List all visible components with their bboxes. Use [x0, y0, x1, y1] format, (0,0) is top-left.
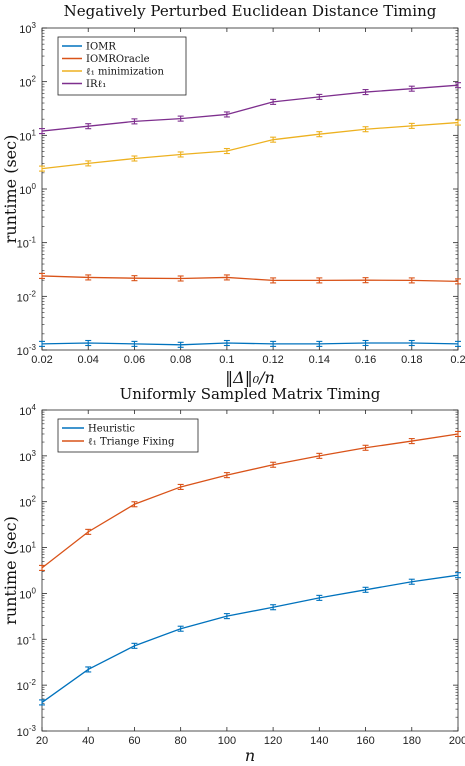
legend-label: IOMR [86, 42, 116, 53]
x-tick-label: 0.06 [124, 354, 145, 366]
chart-panel-1: Negatively Perturbed Euclidean Distance … [1, 2, 465, 387]
series-2 [39, 430, 461, 571]
y-tick-label: 10-2 [17, 678, 37, 693]
y-tick-label: 10-1 [17, 236, 37, 251]
chart-panel-2: Uniformly Sampled Matrix Timing runtime (… [1, 385, 465, 765]
series-line [41, 433, 459, 569]
x-tick-label: 0.04 [78, 354, 99, 366]
series-4 [39, 82, 461, 135]
x-tick-label: 0.2 [450, 354, 465, 366]
legend: Heuristic ℓ₁ Triange Fixing [57, 418, 199, 453]
series-line [41, 342, 459, 346]
y-tick-label: 10-1 [17, 632, 37, 647]
x-tick-label: 200 [449, 735, 465, 747]
plot-frame [41, 409, 459, 732]
x-tick-label: 160 [356, 735, 374, 747]
x-tick-label: 0.1 [219, 354, 234, 366]
chart-title: Uniformly Sampled Matrix Timing [120, 385, 381, 403]
series-2 [39, 272, 461, 285]
y-tick-label: 100 [19, 586, 36, 601]
legend-label: IOMROracle [86, 54, 150, 65]
y-tick-label: 10-3 [17, 343, 37, 358]
legend-label: ℓ₁ Triange Fixing [88, 437, 175, 448]
y-tick-label: 104 [19, 403, 36, 418]
y-tick-label: 103 [19, 449, 36, 464]
x-tick-label: 0.14 [309, 354, 330, 366]
legend-label: ℓ₁ minimization [86, 67, 164, 78]
y-tick-label: 102 [19, 75, 36, 90]
x-axis-label: ‖Δ‖₀/n [225, 368, 275, 387]
legend-box [57, 418, 199, 453]
y-tick-label: 101 [19, 128, 36, 143]
y-tick-label: 103 [19, 21, 36, 36]
x-tick-label: 0.08 [170, 354, 191, 366]
y-tick-label: 102 [19, 495, 36, 510]
x-tick-label: 100 [218, 735, 236, 747]
y-axis-label: runtime (sec) [1, 516, 20, 625]
x-tick-label: 140 [310, 735, 328, 747]
legend-label: IRℓ₁ [86, 79, 106, 90]
series-line [41, 121, 459, 170]
y-tick-label: 10-3 [17, 724, 37, 739]
x-tick-label: 0.12 [262, 354, 283, 366]
x-tick-label: 0.16 [355, 354, 376, 366]
y-tick-label: 100 [19, 182, 36, 197]
series-1 [39, 572, 461, 706]
series-line [41, 84, 459, 132]
x-tick-label: 0.18 [401, 354, 422, 366]
x-tick-label: 80 [175, 735, 187, 747]
chart-title: Negatively Perturbed Euclidean Distance … [64, 2, 437, 20]
y-axis-label: runtime (sec) [1, 135, 20, 244]
legend-label: Heuristic [88, 424, 135, 435]
series-line [41, 275, 459, 283]
x-tick-label: 20 [36, 735, 48, 747]
x-tick-label: 60 [128, 735, 140, 747]
y-tick-label: 10-2 [17, 289, 37, 304]
x-axis-label: n [245, 746, 255, 765]
x-tick-label: 0.02 [31, 354, 52, 366]
series-1 [39, 339, 461, 348]
y-tick-label: 101 [19, 541, 36, 556]
x-tick-label: 40 [82, 735, 94, 747]
series-3 [39, 119, 461, 172]
x-tick-label: 180 [403, 735, 421, 747]
x-tick-label: 120 [264, 735, 282, 747]
series-line [41, 574, 459, 703]
